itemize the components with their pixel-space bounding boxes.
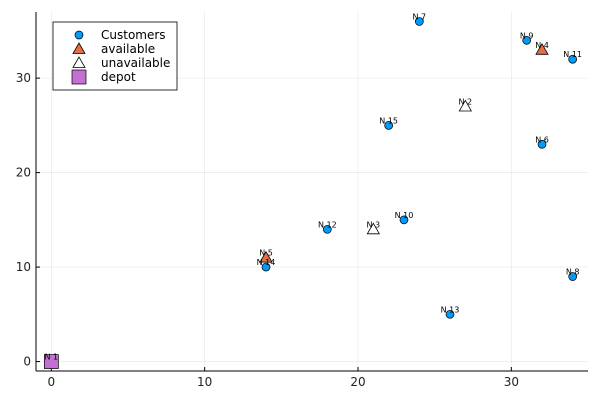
y-tick-label: 10 (16, 260, 31, 274)
x-tick-label: 20 (350, 375, 365, 389)
point-available (535, 42, 549, 55)
point-customers (414, 17, 424, 26)
point-customers (537, 139, 547, 149)
point-label: N 10 (395, 211, 414, 220)
point-customers (399, 215, 409, 225)
point-customers (568, 272, 578, 281)
point-depot (43, 354, 59, 369)
point-unavailable (458, 99, 473, 112)
legend-label-depot: depot (101, 70, 136, 84)
point-customers (384, 121, 394, 130)
legend-label-unavailable: unavailable (101, 56, 170, 70)
point-label: N 2 (459, 97, 473, 106)
point-label: N 1 (45, 353, 59, 362)
point-label: N 9 (520, 31, 534, 40)
point-customers (261, 262, 271, 272)
point-customers (522, 35, 532, 45)
point-label: N 6 (535, 135, 549, 144)
x-tick-label: 30 (504, 375, 519, 389)
point-customers (445, 309, 455, 319)
legend-marker-customers (74, 30, 84, 40)
point-label: N 14 (257, 258, 276, 267)
point-label: N 13 (441, 305, 460, 314)
point-customers (568, 54, 578, 64)
y-tick-label: 30 (16, 71, 31, 85)
data-points (43, 17, 578, 369)
point-customers (322, 224, 332, 234)
y-tick-label: 20 (16, 166, 31, 180)
point-label: N 7 (413, 12, 427, 21)
point-label: N 15 (379, 116, 398, 125)
point-label: N 5 (259, 249, 273, 258)
point-label: N 8 (566, 268, 580, 277)
legend-marker-depot (71, 69, 87, 85)
legend-label-customers: Customers (101, 28, 166, 42)
legend-marker-available (72, 42, 86, 54)
grid (36, 12, 588, 371)
legend-marker-unavailable (72, 56, 86, 68)
point-label: N 4 (535, 41, 549, 50)
point-label: N 11 (563, 50, 582, 59)
point-available (259, 250, 273, 263)
x-tick-label: 0 (48, 375, 56, 389)
tick-labels: 0 10 20 30 0 10 20 30 (16, 71, 519, 389)
y-tick-label: 0 (23, 355, 31, 369)
point-labels: N 7 N 9 N 11 N 15 N 6 N 10 N 12 N 14 N 8 N 13 N 4 N… (45, 12, 583, 361)
point-label: N 12 (318, 220, 337, 229)
point-label: N 3 (367, 220, 381, 229)
point-unavailable (366, 222, 381, 235)
axes (35, 12, 588, 372)
x-tick-label: 10 (197, 375, 212, 389)
legend-label-available: available (101, 42, 155, 56)
